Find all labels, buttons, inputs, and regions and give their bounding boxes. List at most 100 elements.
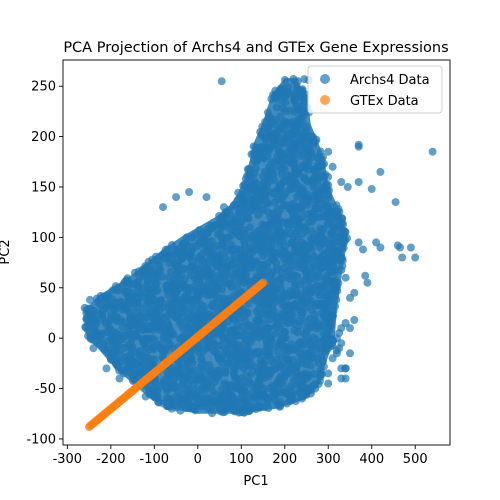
archs4-point [316, 369, 325, 378]
archs4-point [332, 201, 341, 210]
archs4-point [181, 238, 190, 247]
archs4-point [312, 346, 321, 354]
archs4-point [294, 169, 303, 178]
archs4-point [178, 358, 187, 367]
archs4-point [227, 340, 236, 349]
archs4-point [276, 280, 284, 289]
archs4-point [240, 241, 249, 250]
archs4-point [120, 343, 129, 352]
archs4-point [285, 145, 294, 154]
archs4-point [376, 167, 385, 176]
archs4-point [238, 200, 247, 209]
archs4-point [242, 361, 251, 370]
archs4-point [223, 265, 232, 274]
archs4-point [259, 172, 268, 181]
archs4-point [346, 349, 354, 358]
archs4-point [329, 284, 337, 293]
archs4-point [235, 352, 244, 361]
archs4-point [151, 393, 160, 402]
archs4-point [276, 182, 285, 191]
legend: Archs4 Data GTEx Data [307, 65, 443, 114]
y-tick-label: -50 [35, 382, 56, 397]
archs4-point [269, 140, 278, 149]
archs4-point [195, 226, 204, 235]
archs4-point [297, 206, 306, 215]
archs4-point [298, 394, 307, 403]
archs4-point [237, 217, 246, 226]
archs4-point [290, 129, 299, 138]
archs4-point [214, 350, 223, 359]
archs4-point [316, 254, 325, 263]
archs4-point [341, 364, 350, 373]
x-tick-label: 100 [229, 452, 254, 467]
archs4-point [195, 348, 204, 357]
y-tick-label: 0 [48, 332, 56, 347]
archs4-point [217, 233, 226, 242]
archs4-point [142, 323, 151, 332]
archs4-point [310, 172, 319, 181]
archs4-point [207, 301, 216, 310]
archs4-point [202, 193, 211, 202]
archs4-point [257, 151, 266, 160]
archs4-point [270, 298, 279, 307]
archs4-point [134, 298, 143, 307]
archs4-point [257, 370, 266, 379]
archs4-point [220, 253, 229, 262]
archs4-point [241, 189, 250, 198]
archs4-point [229, 260, 238, 268]
archs4-point [210, 340, 219, 349]
y-axis: -100 -50 0 50 100 150 200 250 [26, 80, 63, 447]
archs4-point [270, 92, 279, 101]
archs4-point [211, 390, 220, 399]
archs4-point [181, 384, 190, 393]
archs4-point [411, 253, 420, 262]
x-tick-label: -100 [140, 452, 170, 467]
archs4-point [240, 330, 249, 339]
archs4-point [201, 258, 210, 266]
archs4-point [209, 289, 218, 298]
archs4-point [179, 264, 188, 273]
archs4-point [267, 234, 276, 243]
archs4-point [325, 335, 334, 344]
archs4-point [139, 352, 148, 360]
archs4-point [267, 268, 276, 277]
archs4-point [185, 320, 194, 329]
archs4-point [346, 293, 354, 302]
archs4-point [324, 369, 333, 378]
archs4-point [171, 261, 180, 270]
archs4-point [307, 227, 316, 235]
archs4-point [279, 201, 288, 209]
x-axis: -300 -200 -100 0 100 200 300 400 500 [53, 445, 428, 467]
archs4-point [263, 138, 272, 147]
archs4-point [249, 149, 258, 158]
archs4-point [86, 295, 94, 304]
archs4-point [309, 353, 318, 362]
archs4-point [277, 84, 286, 93]
archs4-point [276, 397, 285, 406]
archs4-point [319, 224, 328, 233]
archs4-point [88, 308, 97, 317]
archs4-point [219, 222, 228, 231]
archs4-point [252, 205, 261, 213]
archs4-point [294, 317, 303, 325]
archs4-point [283, 360, 292, 368]
archs4-point [149, 345, 158, 354]
archs4-point [354, 142, 363, 151]
x-tick-label: 500 [403, 452, 428, 467]
archs4-point [92, 318, 101, 327]
archs4-point [195, 253, 203, 262]
archs4-point [271, 388, 280, 397]
archs4-point [309, 284, 318, 293]
archs4-point [315, 233, 324, 242]
archs4-point [276, 227, 285, 236]
archs4-point [285, 265, 294, 274]
archs4-point [220, 334, 229, 343]
archs4-point [259, 264, 268, 273]
archs4-point [339, 220, 347, 229]
y-axis-label: PC2 [0, 239, 13, 264]
archs4-point [279, 150, 288, 158]
archs4-point [238, 307, 246, 316]
archs4-point [227, 246, 236, 255]
archs4-point [298, 163, 307, 172]
archs4-point [291, 380, 299, 389]
